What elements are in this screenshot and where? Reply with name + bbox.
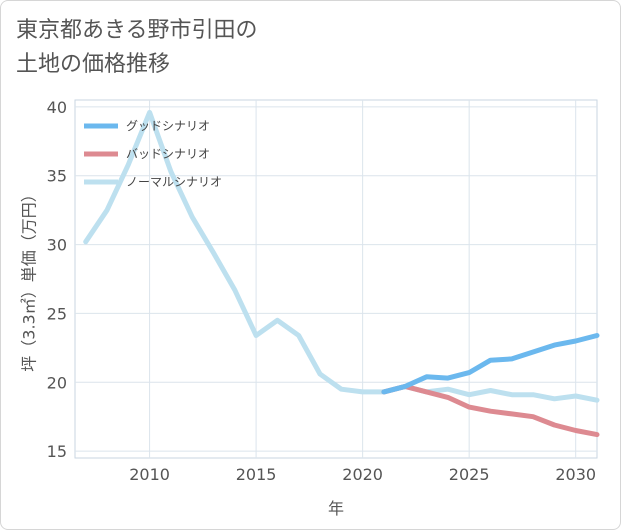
chart-title: 東京都あきる野市引田の 土地の価格推移 [16,14,376,82]
x-tick-label: 2030 [555,465,596,484]
series-lines [83,109,600,438]
y-tick-label: 20 [47,373,67,392]
y-tick-label: 40 [47,98,67,117]
x-tick-label: 2010 [129,465,170,484]
legend-label: バッドシナリオ [126,147,210,161]
y-axis-label: 坪（3.3㎡）単価（万円） [20,186,39,371]
y-tick-label: 30 [47,236,67,255]
plot-area [74,99,598,459]
legend-label: ノーマルシナリオ [126,175,222,189]
legend-item[interactable]: バッドシナリオ [84,147,210,161]
chart-title-line1: 東京都あきる野市引田の [16,18,258,43]
legend-item[interactable]: グッドシナリオ [84,119,210,133]
x-tick-label: 2025 [449,465,490,484]
series-line-2 [83,109,600,403]
x-axis-label: 年 [328,499,344,518]
legend-item[interactable]: ノーマルシナリオ [84,175,222,189]
x-tick-label: 2020 [342,465,383,484]
series-line-0 [381,333,600,395]
x-axis-ticks: 2010 2015 2020 2025 2030 [129,465,596,484]
legend-label: グッドシナリオ [126,119,210,133]
chart-title-line2: 土地の価格推移 [16,52,171,77]
y-tick-label: 25 [47,304,67,323]
series-line-1 [381,383,600,438]
grid-lines [75,100,597,458]
y-tick-label: 35 [47,167,67,186]
y-tick-label: 15 [47,442,67,461]
y-axis-ticks: 15 20 25 30 35 40 [47,98,67,461]
x-tick-label: 2015 [236,465,277,484]
